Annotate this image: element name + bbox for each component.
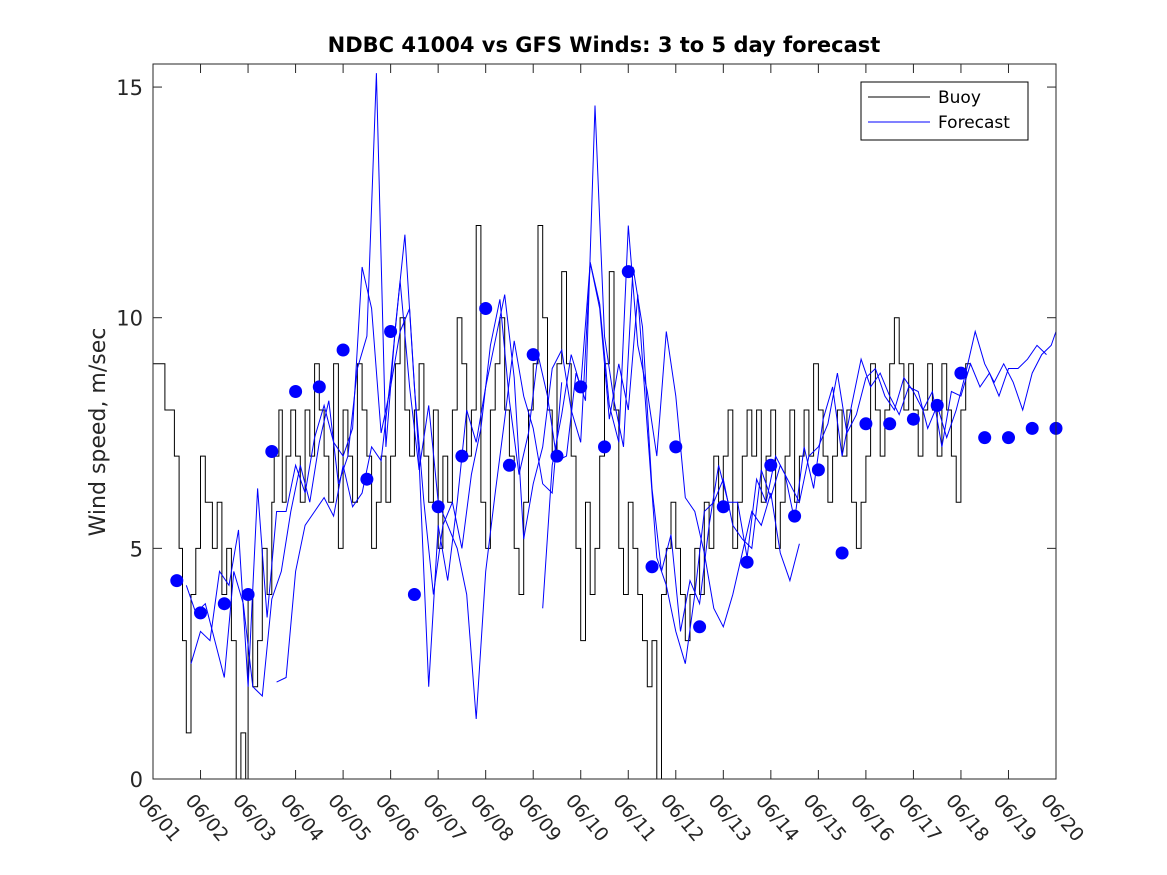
forecast-point [194, 606, 207, 620]
forecast-point [336, 343, 350, 357]
forecast-point [930, 398, 944, 412]
forecast-point [170, 574, 184, 588]
y-axis-label: Wind speed, m/sec [86, 328, 111, 537]
forecast-point [883, 417, 897, 431]
forecast-point [645, 560, 659, 574]
forecast-point [289, 385, 303, 398]
forecast-point [431, 500, 445, 514]
y-tick-label: 15 [116, 76, 143, 100]
forecast-point [669, 440, 683, 454]
forecast-point [550, 449, 564, 463]
y-tick-label: 5 [130, 537, 143, 561]
y-tick-label: 10 [116, 307, 143, 331]
forecast-series-line-1 [185, 73, 1057, 698]
forecast-point [502, 458, 516, 472]
forecast-point [740, 555, 754, 569]
forecast-point [1002, 431, 1015, 445]
forecast-point [1025, 421, 1039, 435]
forecast-point [788, 509, 802, 523]
forecast-point [479, 302, 493, 315]
axes-frame [152, 63, 1057, 780]
forecast-point [407, 588, 421, 601]
legend-box [860, 81, 1029, 141]
forecast-point [455, 449, 469, 463]
forecast-point [574, 380, 588, 394]
legend-buoy-label: Buoy [938, 88, 981, 108]
forecast-series-line-2 [190, 262, 1047, 687]
plot-area [153, 73, 1063, 780]
forecast-point [526, 348, 540, 362]
forecast-point [312, 380, 326, 394]
forecast-series-line-4 [542, 225, 800, 629]
forecast-point [906, 412, 920, 426]
buoy-series-line [153, 225, 971, 780]
y-tick-label: 0 [130, 768, 143, 792]
forecast-point [693, 620, 707, 634]
forecast-point [859, 417, 873, 431]
chart-title: NDBC 41004 vs GFS Winds: 3 to 5 day fore… [328, 33, 881, 57]
forecast-point [598, 440, 611, 454]
legend-forecast-label: Forecast [938, 113, 1010, 133]
forecast-point [621, 265, 635, 279]
forecast-point [978, 431, 992, 445]
forecast-point [265, 445, 279, 458]
legend: Buoy Forecast [860, 81, 1029, 141]
forecast-point [241, 588, 255, 601]
forecast-point [835, 546, 849, 560]
forecast-point [360, 472, 374, 486]
forecast-series-line-3 [276, 280, 563, 720]
forecast-point [217, 597, 231, 611]
forecast-point [716, 500, 730, 514]
forecast-point [764, 458, 778, 472]
forecast-point [811, 463, 825, 477]
forecast-point [954, 366, 968, 380]
forecast-point [384, 325, 398, 338]
